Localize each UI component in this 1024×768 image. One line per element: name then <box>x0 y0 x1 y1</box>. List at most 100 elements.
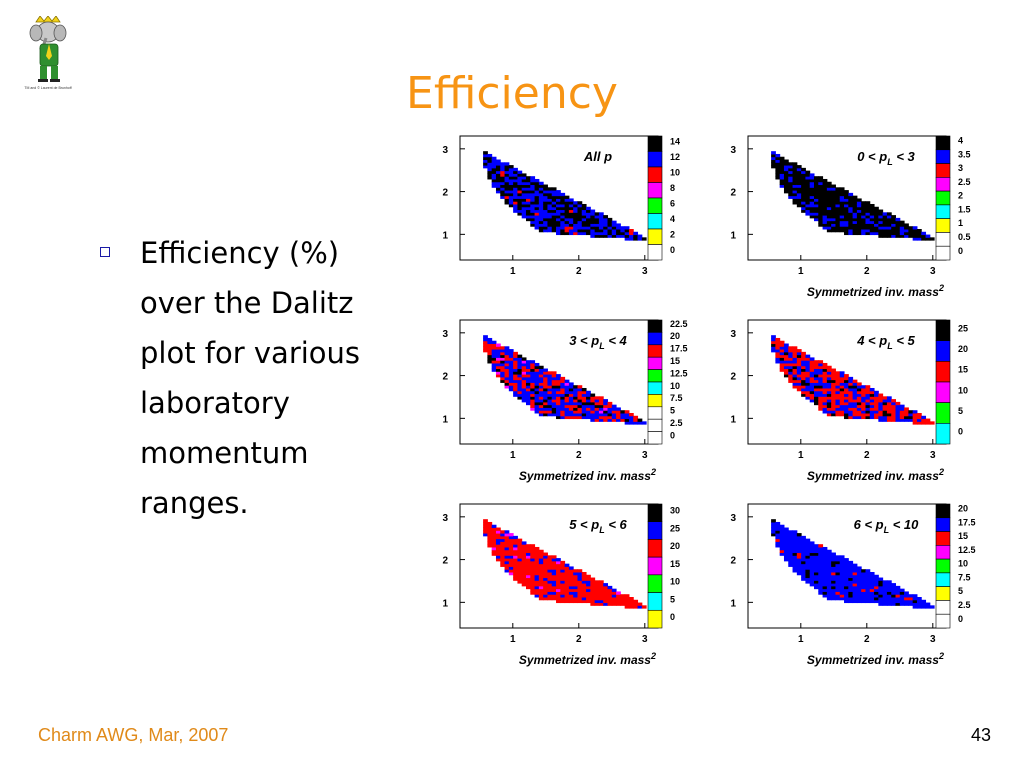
heatmap-cell <box>526 401 531 406</box>
heatmap-cell <box>500 187 506 191</box>
heatmap-cell <box>861 574 866 579</box>
heatmap-cell <box>835 376 841 381</box>
x-axis-label-superscript: 2 <box>650 467 656 477</box>
heatmap-cell <box>556 594 561 598</box>
heatmap-cell <box>534 223 540 227</box>
heatmap-cell <box>573 385 578 389</box>
heatmap-cell <box>491 357 497 361</box>
heatmap-cell <box>822 209 828 213</box>
heatmap-cell <box>586 401 591 406</box>
heatmap-cell <box>912 234 918 238</box>
heatmap-cell <box>504 354 510 358</box>
page-number: 43 <box>970 725 991 745</box>
heatmap-cell <box>848 217 854 222</box>
heatmap-cell <box>611 407 617 411</box>
heatmap-cell <box>594 217 600 222</box>
heatmap-cell <box>826 597 832 601</box>
heatmap-cell <box>547 390 553 395</box>
heatmap-cell <box>869 415 875 420</box>
heatmap-cell <box>805 190 811 194</box>
heatmap-cell <box>543 382 548 386</box>
heatmap-cell <box>874 585 879 590</box>
heatmap-cell <box>573 231 578 236</box>
heatmap-cell <box>783 343 789 347</box>
heatmap-cell <box>835 385 841 389</box>
heatmap-cell <box>818 176 824 180</box>
heatmap-cell <box>809 558 815 562</box>
heatmap-cell <box>508 354 514 358</box>
heatmap-cell <box>556 585 561 590</box>
color-scale-swatch <box>935 402 951 424</box>
heatmap-cell <box>856 198 862 202</box>
heatmap-cell <box>543 585 548 590</box>
heatmap-cell <box>590 209 596 213</box>
color-scale-label: 17.5 <box>958 517 976 527</box>
heatmap-cell <box>826 591 832 595</box>
heatmap-cell <box>508 382 514 386</box>
heatmap-cell <box>814 203 819 208</box>
heatmap-cell <box>796 555 802 559</box>
heatmap-cell <box>792 190 798 194</box>
heatmap-cell <box>534 201 540 205</box>
heatmap-cell <box>788 549 794 554</box>
heatmap-cell <box>822 585 828 590</box>
heatmap-cell <box>624 413 630 417</box>
heatmap-cell <box>538 382 544 386</box>
heatmap-cell <box>839 379 845 383</box>
heatmap-cell <box>869 577 875 581</box>
heatmap-cell <box>564 410 570 414</box>
heatmap-cell <box>508 549 514 554</box>
heatmap-cell <box>577 220 583 224</box>
color-scale-label: 2.5 <box>670 418 683 428</box>
heatmap-cell <box>573 597 578 601</box>
heatmap-cell <box>526 201 531 205</box>
heatmap-cell <box>628 418 634 422</box>
heatmap-cell <box>504 555 510 559</box>
heatmap-cell <box>831 382 836 386</box>
heatmap-cell <box>551 371 557 375</box>
heatmap-cell <box>861 407 866 411</box>
heatmap-cell <box>547 404 553 408</box>
heatmap-cell <box>495 538 501 542</box>
heatmap-cell <box>607 217 613 222</box>
heatmap-cell <box>560 577 566 581</box>
heatmap-cell <box>551 574 557 579</box>
heatmap-cell <box>844 566 849 570</box>
heatmap-cell <box>801 184 806 188</box>
heatmap-cell <box>530 195 536 199</box>
heatmap-cell <box>844 588 849 592</box>
x-axis-label-superscript: 2 <box>938 467 944 477</box>
heatmap-cell <box>852 203 858 208</box>
heatmap-cell <box>543 580 548 584</box>
heatmap-cell <box>822 558 828 562</box>
heatmap-cell <box>796 374 802 378</box>
heatmap-cell <box>577 396 583 400</box>
heatmap-cell <box>491 530 497 534</box>
heatmap-cell <box>852 209 858 213</box>
heatmap-cell <box>912 413 918 417</box>
heatmap-cell <box>783 538 789 542</box>
heatmap-cell <box>835 571 841 576</box>
heatmap-cell <box>874 396 879 400</box>
heatmap-cell <box>925 421 931 425</box>
heatmap-cell <box>792 569 798 573</box>
heatmap-cell <box>899 588 905 592</box>
heatmap-cell <box>891 415 897 420</box>
heatmap-cell <box>801 571 806 576</box>
heatmap-cell <box>814 560 819 565</box>
color-scale-label: 4 <box>958 136 963 146</box>
heatmap-cell <box>556 390 561 395</box>
heatmap-cell <box>616 594 621 598</box>
heatmap-cell <box>788 544 794 548</box>
heatmap-cell <box>495 176 501 180</box>
heatmap-cell <box>869 591 875 595</box>
color-scale-swatch <box>935 319 951 341</box>
heatmap-cell <box>865 597 871 601</box>
heatmap-cell <box>874 580 879 584</box>
heatmap-cell <box>844 569 849 573</box>
heatmap-cell <box>916 418 922 422</box>
heatmap-cell <box>886 415 892 420</box>
heatmap-cell <box>568 583 574 587</box>
